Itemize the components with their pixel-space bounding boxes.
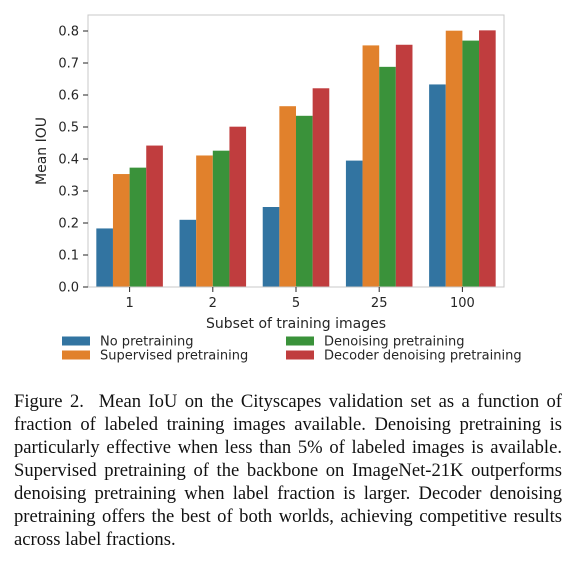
caption-text: Mean IoU on the Cityscapes validation se… bbox=[14, 391, 562, 550]
x-tick-label: 5 bbox=[292, 296, 300, 311]
legend-swatch bbox=[62, 350, 90, 360]
bar-supervised-pretraining-2 bbox=[196, 155, 213, 287]
y-tick-label: 0.4 bbox=[58, 153, 79, 168]
y-tick-label: 0.0 bbox=[58, 281, 79, 296]
bar-supervised-pretraining-1 bbox=[112, 174, 130, 287]
y-axis-ticks: 0.0 0.1 0.2 0.3 0.4 0.5 0.6 0.7 0.8 bbox=[58, 25, 88, 296]
bar-decoder-denoising-pretraining-25 bbox=[395, 44, 413, 288]
y-tick-label: 0.2 bbox=[58, 217, 79, 232]
legend-swatch bbox=[286, 350, 314, 360]
bar-no-pretraining-2 bbox=[179, 219, 197, 287]
x-tick-label: 2 bbox=[209, 296, 217, 311]
x-tick-label: 100 bbox=[450, 296, 475, 311]
x-tick-label: 1 bbox=[125, 296, 133, 311]
bar-supervised-pretraining-100 bbox=[445, 30, 463, 288]
y-tick-label: 0.6 bbox=[58, 89, 79, 104]
bar-supervised-pretraining-25 bbox=[362, 45, 380, 288]
legend-label: Denoising pretraining bbox=[324, 335, 465, 350]
legend-swatch bbox=[62, 336, 90, 346]
x-axis-ticks: 1 2 5 25 100 bbox=[125, 287, 475, 311]
bar-denoising-pretraining-2 bbox=[212, 150, 230, 287]
bar-denoising-pretraining-1 bbox=[129, 167, 147, 287]
bar-chart: 0.00.10.20.30.40.50.60.70.8 1 2 5 25 100 Mea… bbox=[34, 14, 522, 364]
y-tick-label: 0.7 bbox=[58, 57, 79, 72]
x-tick-label: 25 bbox=[371, 296, 388, 311]
bar-denoising-pretraining-5 bbox=[296, 115, 313, 287]
bar-supervised-pretraining-5 bbox=[279, 106, 296, 287]
bar-decoder-denoising-pretraining-1 bbox=[146, 145, 163, 287]
bar-no-pretraining-5 bbox=[262, 207, 280, 287]
y-axis-label: Mean IOU bbox=[34, 117, 50, 185]
legend-label: No pretraining bbox=[100, 335, 193, 350]
bar-decoder-denoising-pretraining-100 bbox=[479, 30, 496, 288]
bar-no-pretraining-100 bbox=[429, 84, 446, 287]
caption-label: Figure 2. bbox=[14, 391, 84, 412]
bars-group bbox=[96, 30, 496, 288]
y-tick-label: 0.5 bbox=[58, 121, 79, 136]
bar-denoising-pretraining-25 bbox=[379, 66, 396, 287]
bar-no-pretraining-1 bbox=[96, 228, 113, 287]
legend-label: Decoder denoising pretraining bbox=[324, 349, 522, 364]
y-tick-label: 0.8 bbox=[58, 25, 79, 40]
bar-decoder-denoising-pretraining-2 bbox=[229, 126, 247, 288]
bar-no-pretraining-25 bbox=[345, 160, 363, 287]
bar-decoder-denoising-pretraining-5 bbox=[312, 88, 330, 287]
x-axis-label: Subset of training images bbox=[206, 316, 386, 332]
bar-denoising-pretraining-100 bbox=[462, 40, 480, 287]
y-tick-label: 0.3 bbox=[58, 185, 79, 200]
legend-label: Supervised pretraining bbox=[100, 349, 248, 364]
figure-caption: Figure 2. Mean IoU on the Cityscapes val… bbox=[14, 390, 562, 551]
y-tick-label: 0.1 bbox=[58, 249, 79, 264]
legend-swatch bbox=[286, 336, 314, 346]
